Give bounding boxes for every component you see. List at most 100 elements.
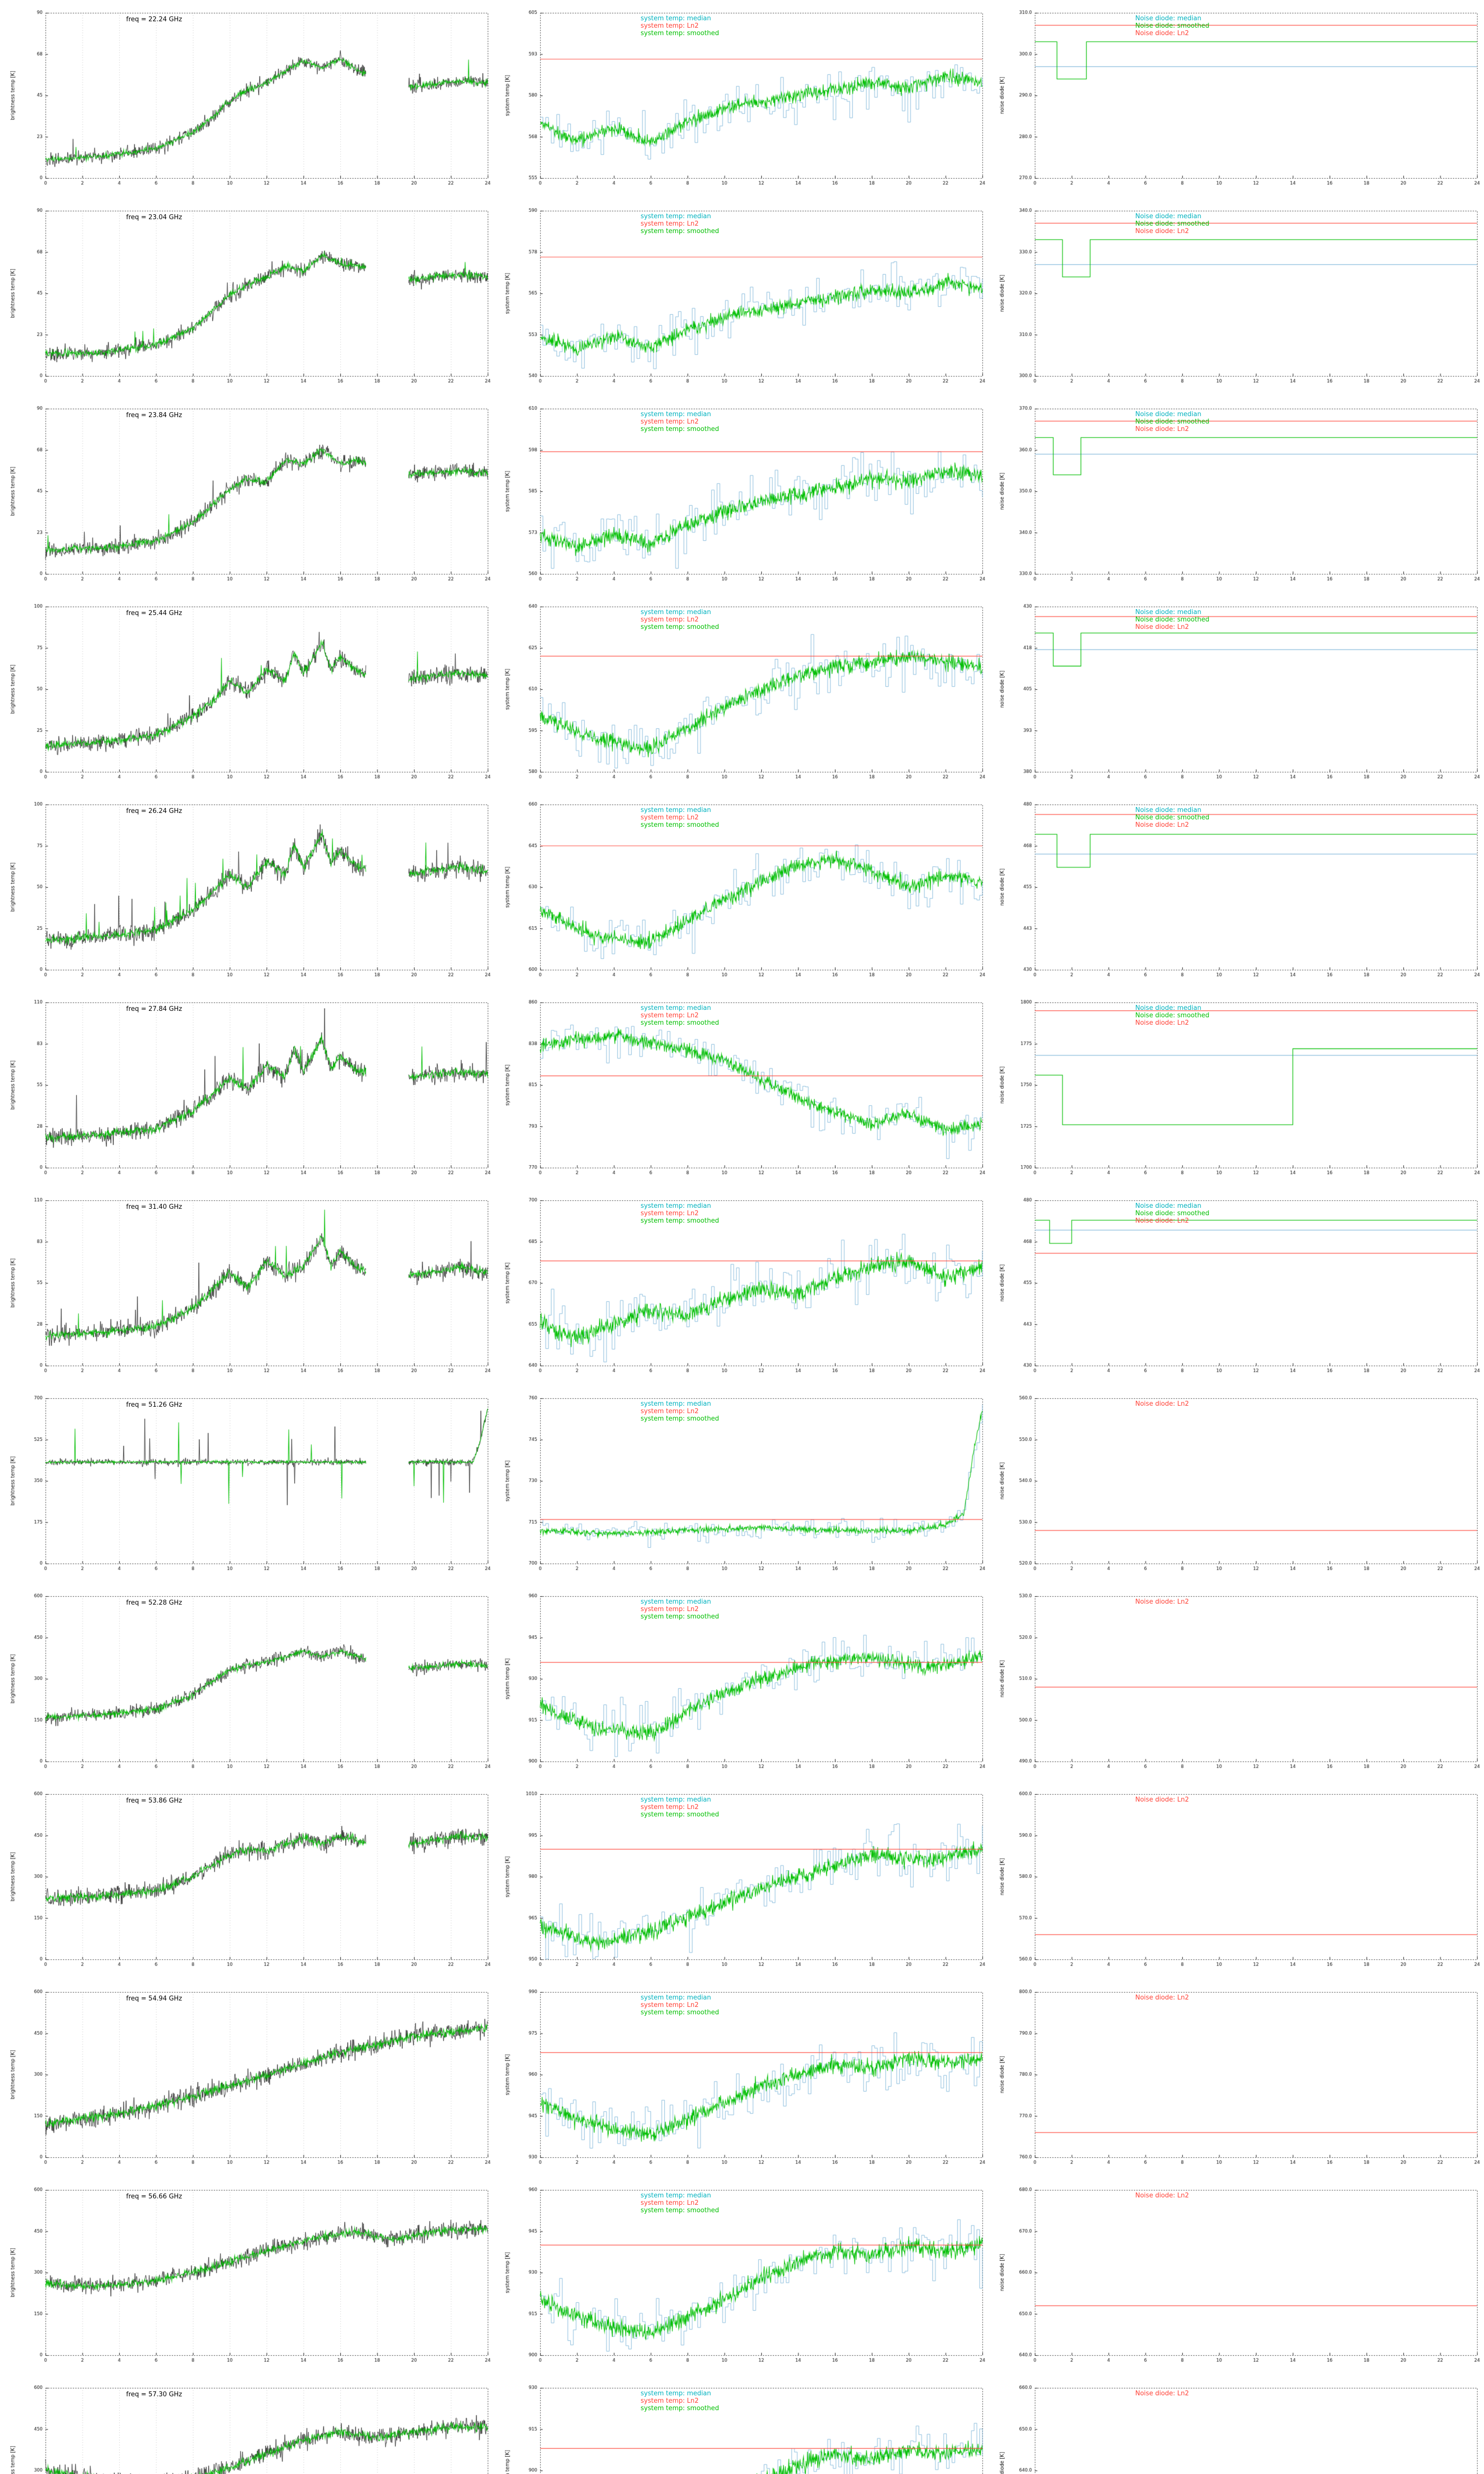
system-temp-legend: system temp: median system temp: Ln2 syste…: [641, 2192, 719, 2214]
noise-diode-legend: Noise diode: Ln2: [1135, 1796, 1189, 1804]
freq-title: freq = 25.44 GHz: [126, 610, 183, 617]
legend-item: Noise diode: median: [1135, 1202, 1202, 1210]
legend-item: system temp: Ln2: [641, 1012, 699, 1019]
noise-diode-panel: Noise diode: median Noise diode: smoothed…: [989, 594, 1484, 792]
freq-title: freq = 57.30 GHz: [126, 2391, 183, 2398]
system-temp-legend: system temp: median system temp: Ln2 syste…: [641, 15, 719, 37]
noise-diode-chart: [989, 990, 1484, 1188]
legend-item: Noise diode: median: [1135, 1004, 1202, 1012]
legend-item: system temp: Ln2: [641, 2397, 699, 2405]
system-temp-legend: system temp: median system temp: Ln2 syste…: [641, 609, 719, 631]
frequency-row: freq = 53.86 GHz system temp: median syst…: [0, 1781, 1484, 1979]
sky-temp-panel: freq = 23.84 GHz: [0, 396, 495, 594]
legend-item: system temp: smoothed: [641, 228, 719, 235]
legend-item: Noise diode: smoothed: [1135, 616, 1209, 623]
legend-item: Noise diode: smoothed: [1135, 814, 1209, 821]
sky-temp-chart: [0, 198, 495, 396]
legend-item: Noise diode: median: [1135, 15, 1202, 22]
noise-diode-chart: [989, 1781, 1484, 1979]
legend-item: Noise diode: smoothed: [1135, 22, 1209, 30]
system-temp-panel: system temp: median system temp: Ln2 syste…: [495, 198, 989, 396]
system-temp-panel: system temp: median system temp: Ln2 syste…: [495, 2177, 989, 2375]
system-temp-chart: [495, 792, 989, 990]
sky-temp-panel: freq = 25.44 GHz: [0, 594, 495, 792]
frequency-row: freq = 57.30 GHz system temp: median syst…: [0, 2375, 1484, 2474]
legend-item: system temp: median: [641, 1994, 711, 2001]
legend-item: system temp: smoothed: [641, 2405, 719, 2412]
legend-item: Noise diode: median: [1135, 411, 1202, 418]
system-temp-panel: system temp: median system temp: Ln2 syste…: [495, 396, 989, 594]
sky-temp-chart: [0, 792, 495, 990]
legend-item: Noise diode: median: [1135, 807, 1202, 814]
legend-item: system temp: smoothed: [641, 1415, 719, 1423]
noise-diode-panel: Noise diode: median Noise diode: smoothed…: [989, 198, 1484, 396]
sky-temp-chart: [0, 2177, 495, 2375]
system-temp-legend: system temp: median system temp: Ln2 syste…: [641, 1400, 719, 1423]
legend-item: system temp: median: [641, 213, 711, 220]
freq-title: freq = 52.28 GHz: [126, 1599, 183, 1607]
sky-temp-chart: [0, 990, 495, 1188]
legend-item: system temp: median: [641, 609, 711, 616]
sky-temp-panel: freq = 27.84 GHz: [0, 990, 495, 1188]
sky-temp-panel: freq = 57.30 GHz: [0, 2375, 495, 2474]
noise-diode-panel: Noise diode: Ln2: [989, 1583, 1484, 1781]
freq-title: freq = 53.86 GHz: [126, 1797, 183, 1805]
legend-item: Noise diode: Ln2: [1135, 30, 1189, 37]
legend-item: Noise diode: Ln2: [1135, 228, 1189, 235]
system-temp-legend: system temp: median system temp: Ln2 syste…: [641, 213, 719, 235]
freq-title: freq = 27.84 GHz: [126, 1005, 183, 1013]
noise-diode-chart: [989, 1188, 1484, 1385]
system-temp-chart: [495, 198, 989, 396]
sky-temp-chart: [0, 1385, 495, 1583]
legend-item: system temp: smoothed: [641, 821, 719, 829]
freq-title: freq = 22.24 GHz: [126, 16, 183, 23]
legend-item: system temp: Ln2: [641, 1408, 699, 1415]
legend-item: Noise diode: Ln2: [1135, 1019, 1189, 1027]
frequency-row: freq = 27.84 GHz system temp: median syst…: [0, 990, 1484, 1188]
system-temp-panel: system temp: median system temp: Ln2 syste…: [495, 1385, 989, 1583]
system-temp-legend: system temp: median system temp: Ln2 syste…: [641, 807, 719, 829]
system-temp-chart: [495, 1781, 989, 1979]
legend-item: system temp: smoothed: [641, 426, 719, 433]
noise-diode-chart: [989, 2177, 1484, 2375]
system-temp-chart: [495, 2375, 989, 2474]
system-temp-chart: [495, 0, 989, 198]
noise-diode-legend: Noise diode: Ln2: [1135, 1994, 1189, 2001]
noise-diode-panel: Noise diode: median Noise diode: smoothed…: [989, 0, 1484, 198]
sky-temp-panel: freq = 26.24 GHz: [0, 792, 495, 990]
legend-item: Noise diode: smoothed: [1135, 1210, 1209, 1217]
legend-item: system temp: median: [641, 807, 711, 814]
system-temp-chart: [495, 1385, 989, 1583]
legend-item: system temp: median: [641, 2390, 711, 2397]
system-temp-legend: system temp: median system temp: Ln2 syste…: [641, 1004, 719, 1027]
system-temp-chart: [495, 990, 989, 1188]
system-temp-chart: [495, 1188, 989, 1385]
noise-diode-legend: Noise diode: median Noise diode: smoothed…: [1135, 411, 1209, 433]
system-temp-legend: system temp: median system temp: Ln2 syste…: [641, 1202, 719, 1225]
noise-diode-panel: Noise diode: Ln2: [989, 1385, 1484, 1583]
legend-item: Noise diode: Ln2: [1135, 2390, 1189, 2397]
legend-item: system temp: smoothed: [641, 2009, 719, 2016]
sky-temp-panel: freq = 22.24 GHz: [0, 0, 495, 198]
legend-item: system temp: median: [641, 2192, 711, 2199]
system-temp-panel: system temp: median system temp: Ln2 syste…: [495, 1781, 989, 1979]
noise-diode-panel: Noise diode: median Noise diode: smoothed…: [989, 792, 1484, 990]
legend-item: Noise diode: median: [1135, 213, 1202, 220]
legend-item: system temp: Ln2: [641, 1606, 699, 1613]
legend-item: system temp: Ln2: [641, 1210, 699, 1217]
legend-item: system temp: smoothed: [641, 1019, 719, 1027]
legend-item: Noise diode: Ln2: [1135, 1217, 1189, 1225]
frequency-row: freq = 26.24 GHz system temp: median syst…: [0, 792, 1484, 990]
legend-item: Noise diode: median: [1135, 609, 1202, 616]
legend-item: system temp: Ln2: [641, 1804, 699, 1811]
legend-item: system temp: median: [641, 1400, 711, 1408]
frequency-row: freq = 51.26 GHz system temp: median syst…: [0, 1385, 1484, 1583]
noise-diode-panel: Noise diode: Ln2: [989, 2375, 1484, 2474]
legend-item: system temp: median: [641, 1796, 711, 1804]
freq-title: freq = 51.26 GHz: [126, 1401, 183, 1409]
legend-item: Noise diode: Ln2: [1135, 1598, 1189, 1606]
legend-item: system temp: Ln2: [641, 814, 699, 821]
legend-item: system temp: median: [641, 1004, 711, 1012]
system-temp-panel: system temp: median system temp: Ln2 syste…: [495, 1979, 989, 2177]
legend-item: Noise diode: smoothed: [1135, 418, 1209, 426]
